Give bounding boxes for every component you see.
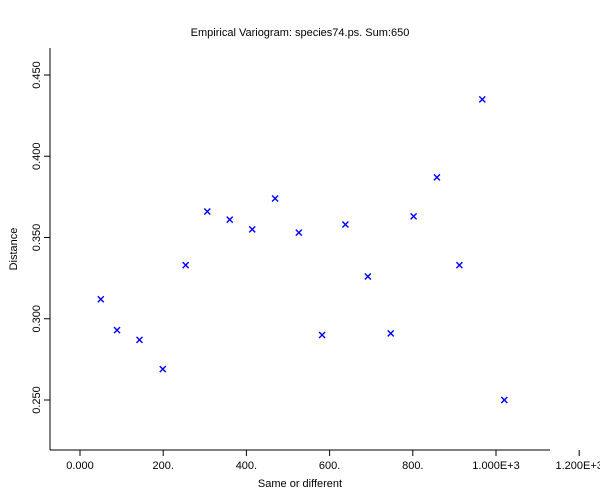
y-tick-label: 0.300 — [31, 305, 43, 333]
data-point — [318, 331, 326, 339]
y-axis-label: Distance — [8, 228, 20, 271]
data-point — [135, 336, 143, 344]
data-point — [478, 95, 486, 103]
y-tick-label: 0.400 — [31, 142, 43, 170]
x-tick-label: 400. — [236, 460, 257, 472]
data-point — [203, 208, 211, 215]
y-axis-ticks: 0.250 0.300 0.350 0.400 0.450 — [31, 61, 50, 414]
data-point — [364, 273, 372, 280]
x-axis-label: Same or different — [258, 478, 342, 490]
data-points — [97, 95, 508, 404]
data-point — [97, 295, 105, 303]
data-point — [500, 396, 508, 404]
x-tick-label: 1.200E+3 — [555, 460, 600, 472]
data-point — [387, 329, 395, 337]
x-tick-label: 200. — [152, 460, 173, 472]
y-tick-label: 0.250 — [31, 386, 43, 414]
data-point — [113, 326, 121, 334]
data-point — [182, 261, 190, 269]
data-point — [433, 173, 441, 181]
data-point — [271, 195, 279, 202]
data-point — [159, 365, 167, 373]
data-point — [341, 221, 349, 228]
data-point — [410, 212, 418, 220]
chart-title: Empirical Variogram: species74.ps. Sum:6… — [191, 27, 410, 39]
data-point — [295, 229, 303, 237]
y-tick-label: 0.450 — [31, 61, 43, 89]
x-tick-label: 800. — [402, 460, 423, 472]
x-tick-label: 600. — [319, 460, 340, 472]
x-tick-label: 1.000E+3 — [472, 460, 519, 472]
data-point — [226, 216, 234, 224]
data-point — [248, 225, 256, 233]
data-point — [455, 261, 463, 269]
x-axis-ticks: 0.000 200. 400. 600. 800. 1.000E+3 1.200E+3 — [66, 450, 600, 472]
y-tick-label: 0.350 — [31, 224, 43, 252]
x-tick-label: 0.000 — [66, 460, 94, 472]
